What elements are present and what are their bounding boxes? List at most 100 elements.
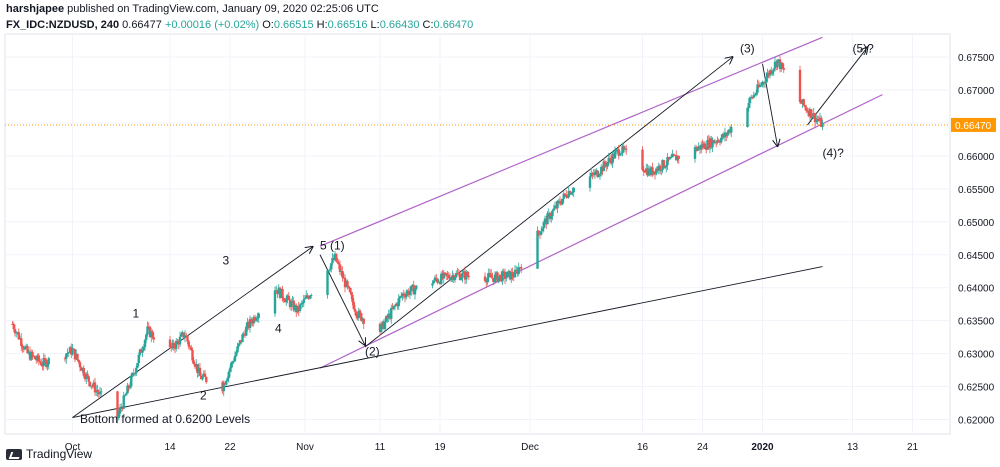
candle-body [255, 318, 258, 321]
candle-body [801, 99, 804, 104]
candle-body [350, 292, 353, 295]
candle-body [807, 111, 810, 117]
candle-body [725, 132, 728, 136]
candle-body [802, 99, 805, 106]
candle-body [647, 168, 650, 176]
candle-body [486, 277, 489, 283]
candle-body [727, 129, 730, 133]
candle-body [722, 134, 725, 138]
x-tick-label: 21 [907, 442, 919, 453]
current-price-tag [951, 117, 996, 132]
candle-body [553, 205, 557, 209]
candle-body [771, 71, 774, 74]
candle-body [651, 167, 654, 175]
candle-body [488, 272, 492, 275]
candle-body [773, 61, 777, 69]
candle-body [227, 371, 230, 379]
candle-body [645, 168, 648, 173]
low-label: L: [370, 19, 380, 31]
publish-info: published on TradingView.com, January 09… [67, 3, 379, 15]
candle-body [721, 134, 724, 138]
candle-body [716, 140, 719, 143]
candle-body [752, 94, 755, 98]
candle-body [171, 342, 174, 349]
candle-body [467, 276, 470, 278]
candle-body [431, 283, 434, 286]
candle-body [756, 84, 759, 93]
candle-body [256, 317, 259, 319]
candle-body [613, 151, 617, 159]
candle-body [357, 310, 360, 319]
candle-body [41, 365, 44, 367]
candle-body [337, 262, 340, 265]
candle-body [456, 272, 459, 274]
candle-body [588, 176, 592, 188]
candle-body [253, 317, 257, 321]
candle-body [405, 293, 408, 298]
candle-body [806, 110, 809, 112]
candle-body [517, 267, 520, 274]
y-tick-label: 0.63000 [958, 350, 995, 361]
channel-upper-line [319, 36, 823, 247]
candle-body [392, 305, 395, 309]
candle-body [675, 155, 678, 161]
last-price: 0.66477 [122, 19, 162, 31]
price-axis[interactable]: 0.62000 0.62500 0.63000 0.63500 0.64000 0.645… [951, 53, 996, 427]
candle-body [332, 257, 335, 260]
candle-body [450, 277, 453, 281]
candle-body [798, 69, 802, 102]
candle-body [190, 347, 193, 350]
candle-body [386, 316, 389, 319]
candle-body [20, 338, 23, 346]
y-tick-label: 0.65000 [958, 218, 995, 229]
candle-body [380, 324, 383, 333]
candle-body [695, 147, 698, 151]
open-value: 0.66515 [273, 19, 314, 31]
candle-body [347, 286, 350, 288]
candle-body [187, 341, 190, 347]
candle-body [21, 345, 24, 348]
candle-body [177, 340, 180, 345]
candle-body [11, 323, 14, 325]
candle-body [191, 349, 194, 361]
candle-body [13, 329, 17, 334]
tradingview-logo-icon [6, 448, 22, 460]
candle-body [67, 352, 70, 354]
candle-body [803, 105, 807, 108]
candle-body [126, 385, 129, 394]
y-tick-label: 0.64000 [958, 284, 995, 295]
candle-body [546, 213, 549, 225]
candle-body [277, 287, 280, 295]
candle-body [170, 347, 173, 349]
low-value: 0.66430 [379, 19, 420, 31]
candle-body [410, 285, 413, 292]
candle-body [122, 395, 125, 409]
candle-body [131, 373, 134, 376]
candle-body [402, 293, 405, 296]
time-axis[interactable]: Oct 14 22 Nov 11 19 Dec 16 24 2020 13 21 [65, 442, 919, 453]
arrow-line [364, 57, 733, 348]
candle-body [326, 270, 329, 295]
candle-body [203, 373, 207, 377]
candle-body [301, 303, 304, 305]
y-tick-label: 0.67500 [958, 53, 995, 64]
candle-body [231, 362, 234, 364]
candle-body [15, 332, 18, 334]
candle-body [26, 346, 29, 354]
candle-body [295, 305, 298, 313]
candle-body [305, 295, 308, 299]
candle-body [118, 408, 122, 414]
candle-body [132, 373, 135, 375]
author-name[interactable]: harshjapee [6, 3, 65, 15]
candle-body [361, 318, 364, 321]
candle-body [42, 358, 45, 366]
candle-body [723, 132, 727, 138]
candle-body [233, 355, 237, 362]
candle-body [498, 274, 502, 277]
candle-body [508, 270, 512, 280]
plot-frame [4, 33, 951, 435]
candle-body [572, 187, 575, 193]
candle-body [287, 295, 290, 301]
candle-body [340, 270, 343, 273]
